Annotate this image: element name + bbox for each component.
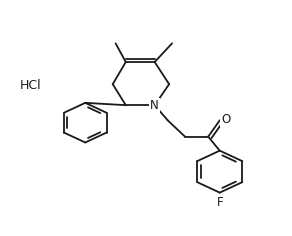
Text: O: O [221, 113, 230, 126]
Text: HCl: HCl [20, 79, 42, 92]
Text: F: F [216, 196, 223, 209]
Text: N: N [150, 99, 159, 112]
